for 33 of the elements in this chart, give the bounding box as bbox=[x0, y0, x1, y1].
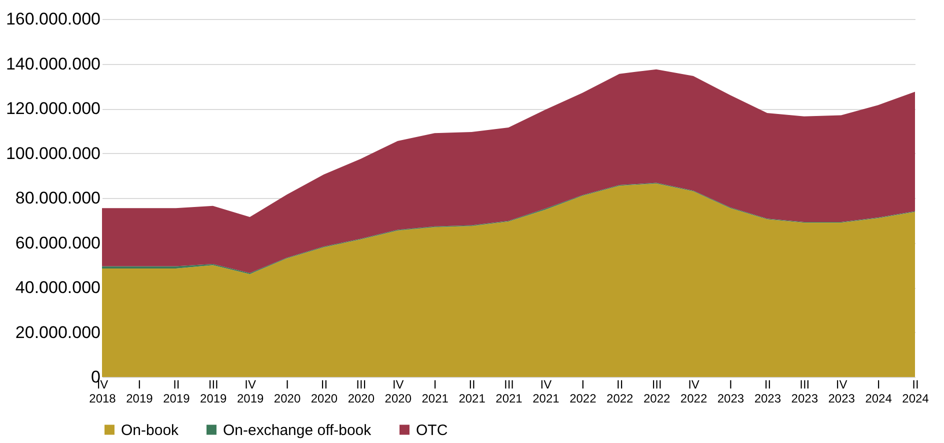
x-tick-label: I 2020 bbox=[274, 378, 301, 406]
x-tick-label: I 2023 bbox=[717, 378, 744, 406]
x-tick-label: II 2022 bbox=[606, 378, 634, 406]
x-tick-label: IV 2022 bbox=[680, 378, 708, 406]
x-tick-label: III 2020 bbox=[348, 378, 375, 406]
x-tick-label: I 2019 bbox=[126, 378, 154, 406]
x-tick-label: III 2019 bbox=[200, 378, 228, 406]
x-tick-label: IV 2021 bbox=[532, 378, 560, 406]
x-tick-label: III 2021 bbox=[496, 378, 523, 406]
x-tick-label: III 2023 bbox=[791, 378, 818, 406]
legend-label: OTC bbox=[416, 422, 448, 439]
y-tick-label: 120.000.000 bbox=[6, 99, 100, 118]
x-tick-label: IV 2020 bbox=[384, 378, 412, 406]
x-tick-label: I 2024 bbox=[865, 378, 892, 406]
y-tick-label: 40.000.000 bbox=[15, 278, 100, 297]
y-tick-label: 160.000.000 bbox=[6, 10, 100, 28]
x-tick-label: III 2022 bbox=[643, 378, 670, 406]
y-tick-label: 20.000.000 bbox=[15, 322, 100, 342]
x-tick-label: I 2022 bbox=[570, 378, 597, 406]
x-tick-label: IV 2023 bbox=[828, 378, 856, 406]
x-tick-label: II 2021 bbox=[458, 378, 486, 406]
x-tick-label: II 2020 bbox=[310, 378, 338, 406]
legend-label: On-exchange off-book bbox=[223, 422, 372, 439]
x-tick-label: IV 2019 bbox=[236, 378, 264, 406]
x-tick-label: II 2024 bbox=[902, 378, 930, 406]
legend-label: On-book bbox=[121, 422, 180, 439]
y-tick-label: 100.000.000 bbox=[6, 144, 100, 163]
x-tick-label: II 2023 bbox=[754, 378, 782, 406]
y-tick-label: 80.000.000 bbox=[15, 188, 100, 208]
x-tick-label: II 2019 bbox=[163, 378, 190, 406]
x-tick-label: I 2021 bbox=[422, 378, 449, 406]
y-tick-label: 60.000.000 bbox=[15, 233, 100, 252]
y-tick-label: 140.000.000 bbox=[6, 54, 100, 74]
